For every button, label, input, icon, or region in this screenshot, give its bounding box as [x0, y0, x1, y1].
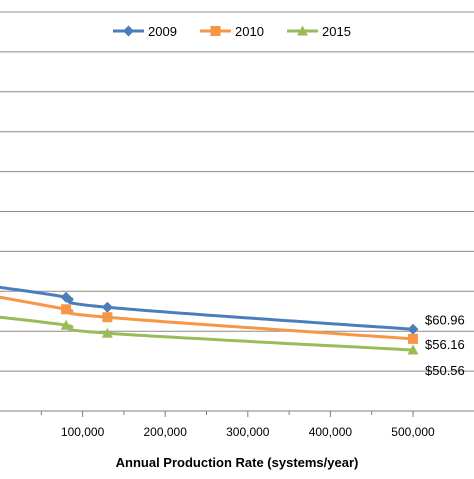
data-point: [101, 327, 113, 338]
data-point: [210, 26, 221, 36]
x-tick-label: 100,000: [61, 425, 105, 439]
x-tick-label: 300,000: [226, 425, 270, 439]
data-point: [102, 312, 113, 323]
series-line-2010: [0, 295, 415, 341]
legend: 2009 2010 2015: [113, 24, 351, 39]
data-point: [407, 323, 419, 335]
x-tick-label: 500,000: [391, 425, 435, 439]
data-point: [101, 301, 113, 313]
series-line-2009: [0, 285, 415, 331]
data-labels: $60.96 $56.16 $50.56: [425, 312, 465, 378]
data-point: [61, 304, 72, 315]
data-label: $56.16: [425, 337, 465, 352]
x-tick-label: 400,000: [309, 425, 353, 439]
data-label: $60.96: [425, 312, 465, 327]
data-point: [297, 25, 308, 36]
x-axis: 100,000 200,000 300,000 400,000 500,000: [0, 410, 474, 439]
legend-label: 2015: [322, 24, 351, 39]
data-point: [408, 333, 418, 344]
data-point: [60, 319, 72, 330]
legend-label: 2009: [148, 24, 177, 39]
legend-label: 2010: [235, 24, 264, 39]
x-axis-title: Annual Production Rate (systems/year): [116, 455, 359, 470]
series-line-2015: [0, 315, 415, 352]
data-point: [123, 25, 134, 37]
series-lines: [0, 285, 419, 355]
data-label: $50.56: [425, 363, 465, 378]
x-tick-label: 200,000: [144, 425, 188, 439]
data-point: [60, 291, 72, 303]
data-point: [407, 344, 419, 355]
